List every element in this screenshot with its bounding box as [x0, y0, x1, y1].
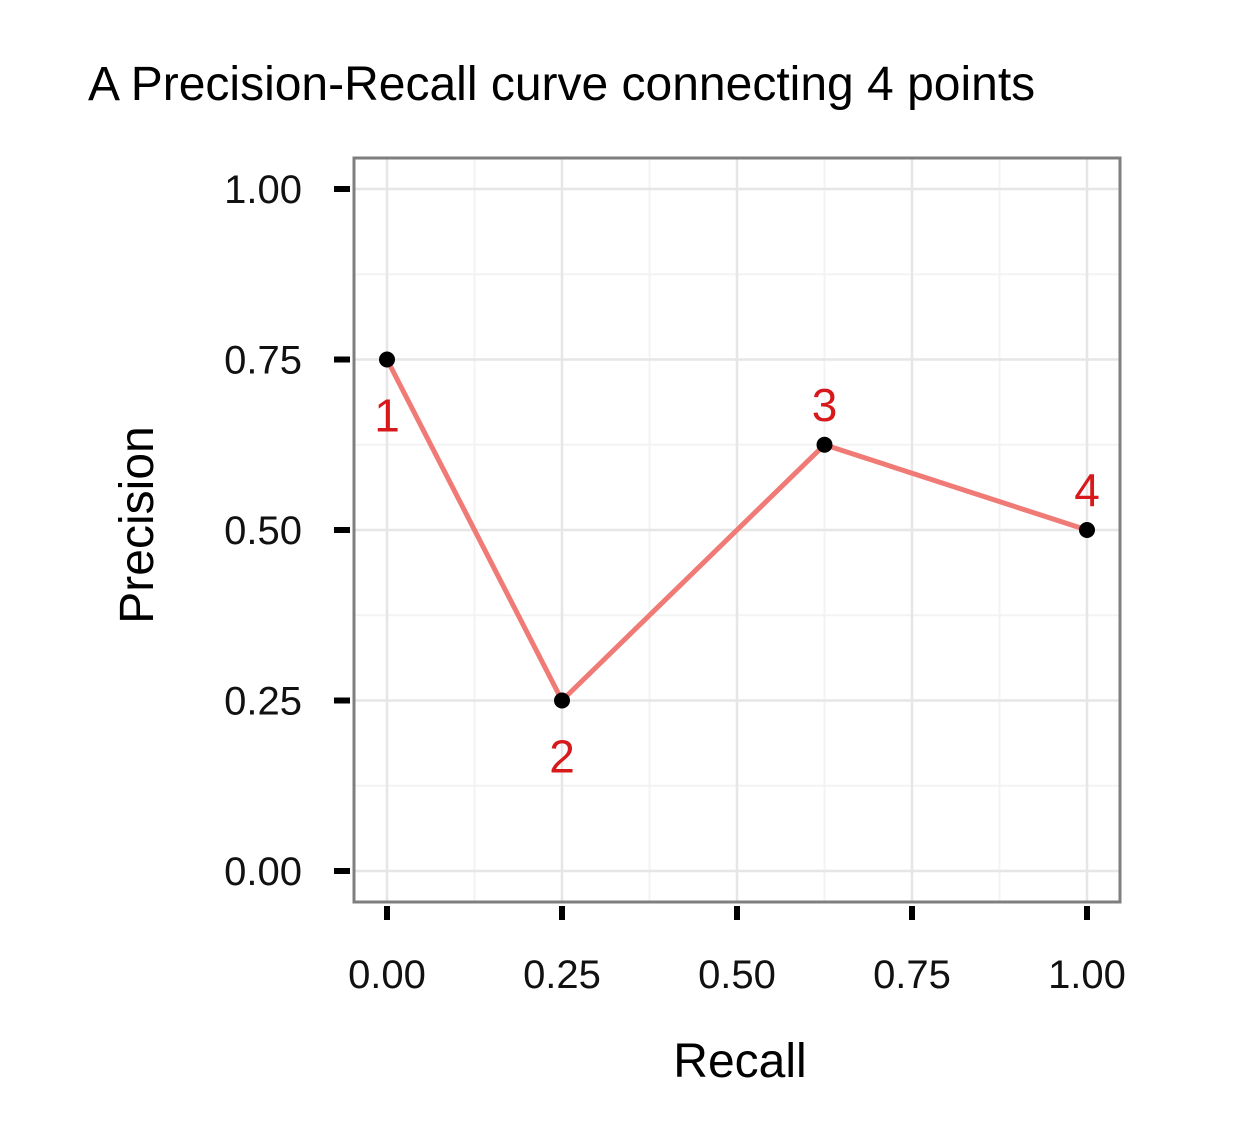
point-labels-layer: 1 2 3 4 [374, 379, 1100, 783]
y-tick-label: 0.25 [224, 680, 302, 724]
precision-recall-line [384, 357, 1090, 703]
plot-border [352, 156, 1122, 904]
data-point [554, 692, 570, 709]
data-points-layer [379, 351, 1095, 709]
x-tick-label: 0.75 [873, 953, 951, 997]
data-point [379, 351, 395, 368]
data-point [1079, 522, 1095, 538]
y-tick-label: 1.00 [224, 168, 302, 212]
y-tick-label: 0.00 [224, 850, 302, 894]
point-label: 4 [1074, 464, 1100, 516]
x-axis-ticks: 0.00 0.25 0.50 0.75 1.00 [348, 906, 1126, 997]
x-tick-label: 0.50 [698, 953, 776, 997]
x-axis-title: Recall [673, 1035, 806, 1088]
point-label: 1 [374, 390, 400, 442]
point-label: 3 [812, 379, 838, 431]
x-tick-label: 1.00 [1048, 953, 1126, 997]
series-line-layer [384, 357, 1090, 703]
x-tick-label: 0.00 [348, 953, 426, 997]
y-axis-ticks: 0.00 0.25 0.50 0.75 1.00 [224, 168, 350, 894]
chart-title: A Precision-Recall curve connecting 4 po… [88, 58, 1035, 111]
y-tick-label: 0.50 [224, 509, 302, 553]
y-tick-label: 0.75 [224, 339, 302, 383]
x-tick-label: 0.25 [523, 953, 601, 997]
point-label: 2 [549, 731, 575, 783]
data-point [816, 436, 833, 453]
y-axis-title: Precision [111, 426, 164, 623]
